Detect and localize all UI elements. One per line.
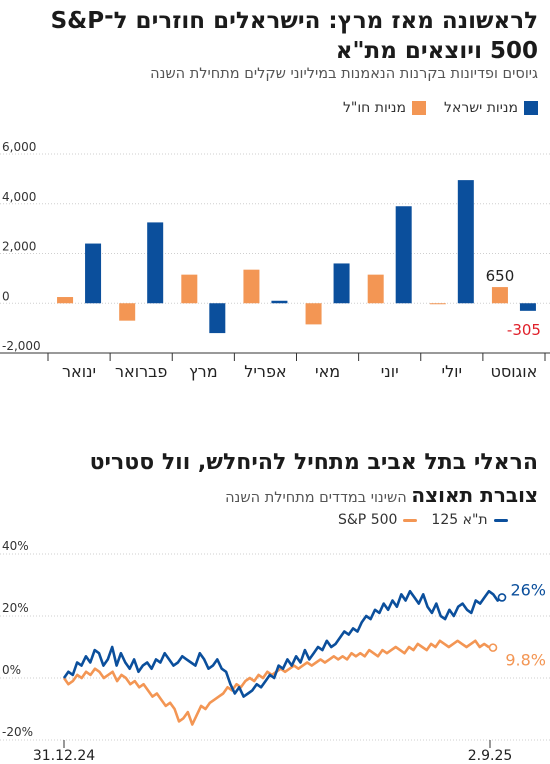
y-tick-label: 0%	[2, 663, 21, 677]
bar-abroad	[491, 287, 508, 304]
bar-israel	[271, 300, 288, 304]
legend-swatch-orange	[412, 101, 427, 115]
chart2-subtitle-rest: השינוי במדדים מתחילת השנה	[225, 490, 407, 506]
chart1-legend: מניות ישראל מניות חו"ל	[343, 100, 538, 116]
chart2-subtitle: צוברת תאוצה השינוי במדדים מתחילת השנה	[225, 483, 538, 507]
bar-israel	[85, 243, 102, 304]
line-chart: 40% 20% 0% -20%31.12.24 2.9.25 9.8% 26%	[0, 539, 550, 764]
chart2-legend: ת"א 125 S&P 500	[338, 512, 508, 528]
legend-label-abroad: מניות חו"ל	[342, 100, 407, 116]
endpoint-sp500	[488, 643, 498, 652]
legend-item-israel: מניות ישראל	[444, 100, 538, 116]
x-category-label: יוני	[381, 362, 399, 381]
y-tick-label: 0	[2, 289, 10, 303]
x-category-label: מרץ	[189, 362, 218, 381]
y-tick-label: 4,000	[2, 190, 36, 204]
end-label-sp500: 9.8%	[505, 651, 546, 670]
bar-abroad	[367, 274, 384, 304]
chart1-title: לראשונה מאז מרץ: הישראלים חוזרים ל־S&P 5…	[50, 8, 538, 64]
y-tick-label: 40%	[2, 539, 29, 553]
x-category-label: אפריל	[244, 362, 286, 381]
bar-abroad	[305, 303, 322, 325]
x-category-label: אוגוסט	[491, 362, 538, 381]
legend2-swatch-orange	[403, 518, 418, 522]
bar-israel	[519, 303, 536, 311]
x-category-label: פברואר	[115, 362, 167, 381]
x-label-end: 2.9.25	[468, 748, 513, 764]
x-category-label: ינואר	[62, 362, 96, 381]
legend2-label-ta125: ת"א 125	[431, 512, 488, 528]
bar-abroad	[57, 297, 74, 304]
line-sp500	[62, 639, 494, 726]
legend-item-abroad: מניות חו"ל	[342, 100, 427, 116]
end-label-ta125: 26%	[510, 580, 546, 599]
bar-israel	[457, 180, 474, 304]
y-tick-label: 6,000	[2, 140, 36, 154]
x-label-start: 31.12.24	[33, 748, 95, 764]
bar-israel	[209, 303, 226, 334]
annotation-minus-305: -305	[507, 321, 541, 339]
y-tick-label: 2,000	[2, 240, 36, 254]
legend2-item-sp500: S&P 500	[338, 512, 418, 528]
bar-chart: 6,000 4,000 2,000 0 -2,000 ינואר פברואר מרץ אפרי…	[0, 140, 550, 381]
legend-label-israel: מניות ישראל	[444, 100, 518, 116]
chart2-title: הראלי בתל אביב מתחיל להיחלש, וול סטריט	[89, 450, 538, 475]
chart2-subtitle-bold: צוברת תאוצה	[411, 483, 538, 507]
legend2-swatch-blue	[493, 518, 508, 522]
bar-israel	[333, 263, 350, 304]
endpoint-ta125	[497, 593, 507, 602]
chart1-subtitle: גיוסים ופדיונות בקרנות הנאמנות במיליוני …	[150, 66, 538, 82]
bar-israel	[147, 222, 164, 304]
y-tick-label: -2,000	[2, 339, 41, 353]
legend2-label-sp500: S&P 500	[338, 512, 398, 528]
y-tick-label: -20%	[2, 725, 33, 739]
x-category-label: יולי	[442, 362, 463, 381]
x-category-label: מאי	[315, 362, 340, 381]
legend2-item-ta125: ת"א 125	[431, 512, 508, 528]
bar-abroad	[119, 303, 136, 321]
line-ta125	[62, 589, 503, 698]
bar-abroad	[429, 303, 446, 305]
bar-israel	[395, 206, 412, 304]
annotation-650: 650	[486, 267, 515, 285]
bar-abroad	[181, 274, 198, 304]
y-tick-label: 20%	[2, 601, 29, 615]
legend-swatch-blue	[524, 101, 538, 115]
bar-abroad	[243, 269, 260, 304]
